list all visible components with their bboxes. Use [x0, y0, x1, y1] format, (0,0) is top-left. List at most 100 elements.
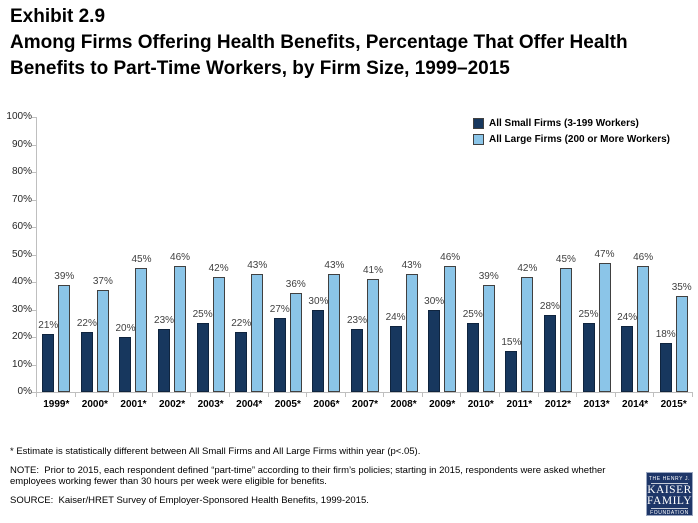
exhibit-header: Exhibit 2.9 Among Firms Offering Health … [10, 4, 628, 82]
x-axis-category-label: 2002* [158, 399, 186, 410]
large-firms-bar-2003* [212, 276, 225, 392]
y-axis-label: 70% [11, 193, 32, 205]
footnotes: * Estimate is statistically different be… [10, 446, 642, 513]
small-firms-swatch-icon [473, 118, 484, 129]
y-axis-label: 80% [11, 166, 32, 177]
y-axis-tick [32, 282, 36, 283]
x-axis-category-label: 2015* [660, 399, 687, 410]
small-firms-bar-2012* [543, 315, 556, 392]
small-firms-bar-2015* [659, 342, 672, 392]
x-axis-category-label: 2004* [236, 399, 263, 410]
note-footnote: NOTE: Prior to 2015, each respondent def… [10, 464, 609, 488]
small-firms-bar-2004* [235, 331, 248, 392]
x-axis-tick [74, 393, 76, 397]
bar-value-label: 25% [578, 309, 599, 321]
logo-text-family: FAMILY [647, 495, 693, 507]
large-firms-bar-2002* [174, 265, 187, 392]
x-axis-tick [692, 393, 693, 397]
exhibit-number: Exhibit 2.9 [10, 6, 106, 27]
x-axis-tick [653, 393, 655, 397]
y-axis-label: 40% [11, 276, 32, 287]
x-axis-category-label: 2011* [506, 399, 533, 410]
large-firms-bar-2010* [482, 284, 495, 392]
y-axis-tick [32, 117, 36, 118]
small-firms-bar-2010* [466, 323, 479, 392]
bar-value-label: 22% [231, 317, 252, 329]
x-axis-category-label: 1999* [43, 399, 70, 410]
y-axis-label: 0% [17, 386, 32, 397]
y-axis-tick [32, 254, 36, 256]
bar-value-label: 46% [170, 251, 191, 263]
x-axis-tick [614, 393, 616, 397]
x-axis-category-label: 2007* [351, 399, 379, 410]
page-title-line-1: Among Firms Offering Health Benefits, Pe… [10, 32, 628, 53]
logo-divider [651, 483, 688, 484]
y-axis-label: 60% [11, 221, 32, 232]
y-axis-tick [32, 227, 36, 228]
bar-value-label: 28% [539, 301, 560, 312]
bar-value-label: 42% [517, 262, 538, 274]
bar-value-label: 46% [440, 251, 461, 263]
bar-value-label: 25% [462, 309, 483, 321]
small-firms-bar-2007* [351, 328, 363, 392]
large-firms-bar-2004* [251, 273, 264, 392]
bar-value-label: 22% [76, 317, 97, 329]
small-firms-bar-2008* [389, 326, 402, 392]
bar-value-label: 37% [92, 276, 113, 288]
y-axis-tick [32, 172, 36, 173]
large-firms-bar-2009* [444, 265, 457, 392]
star-footnote: * Estimate is statistically different be… [10, 446, 421, 457]
y-axis-line [36, 117, 37, 392]
large-firms-bar-2012* [559, 268, 572, 392]
y-axis-label: 50% [11, 248, 32, 260]
x-axis-tick [460, 393, 462, 397]
bar-value-label: 39% [54, 270, 75, 282]
x-axis-category-label: 2001* [120, 399, 147, 410]
x-axis-category-label: 2012* [544, 399, 571, 410]
y-axis-label: 30% [11, 303, 32, 315]
bar-value-label: 41% [362, 265, 383, 277]
x-axis-tick [36, 393, 37, 397]
bar-value-label: 21% [38, 320, 59, 332]
bar-value-label: 39% [478, 270, 499, 282]
large-firms-bar-2011* [521, 276, 534, 392]
x-axis-tick [228, 393, 230, 397]
logo-text-foundation: FOUNDATION [650, 510, 689, 516]
bar-value-label: 20% [115, 323, 136, 334]
large-firms-bar-2013* [598, 262, 611, 392]
large-firms-bar-2001* [135, 268, 148, 392]
small-firms-bar-2003* [196, 323, 209, 392]
x-axis-category-label: 2000* [81, 399, 108, 410]
bar-value-label: 45% [131, 254, 152, 266]
logo-text-top: THE HENRY J. [648, 476, 691, 482]
bar-value-label: 47% [594, 248, 615, 260]
x-axis-tick [499, 393, 501, 397]
x-axis-tick [113, 393, 115, 397]
x-axis-category-label: 2014* [622, 399, 649, 410]
x-axis-tick [267, 393, 269, 397]
y-axis-label: 10% [11, 358, 32, 370]
logo-divider [651, 508, 688, 509]
large-firms-bar-2008* [405, 273, 418, 392]
small-firms-bar-2006* [312, 309, 325, 392]
small-firms-bar-2000* [80, 331, 93, 392]
x-axis-category-label: 2006* [313, 399, 340, 410]
y-axis-tick [32, 392, 36, 393]
bar-value-label: 30% [308, 295, 329, 307]
large-firms-swatch-icon [473, 134, 484, 145]
bar-value-label: 23% [154, 314, 175, 326]
small-firms-bar-2013* [582, 323, 595, 392]
y-axis-label: 100% [6, 111, 32, 122]
x-axis-category-label: 2010* [467, 399, 494, 410]
small-firms-bar-2009* [428, 309, 441, 392]
bar-value-label: 27% [269, 303, 290, 315]
y-axis-tick [32, 337, 36, 338]
bar-value-label: 18% [655, 328, 676, 340]
small-firms-bar-2002* [158, 328, 171, 392]
bar-value-label: 15% [501, 336, 522, 348]
x-axis-tick [383, 393, 385, 397]
small-firms-bar-2011* [505, 350, 518, 392]
large-firms-bar-2007* [367, 279, 379, 392]
